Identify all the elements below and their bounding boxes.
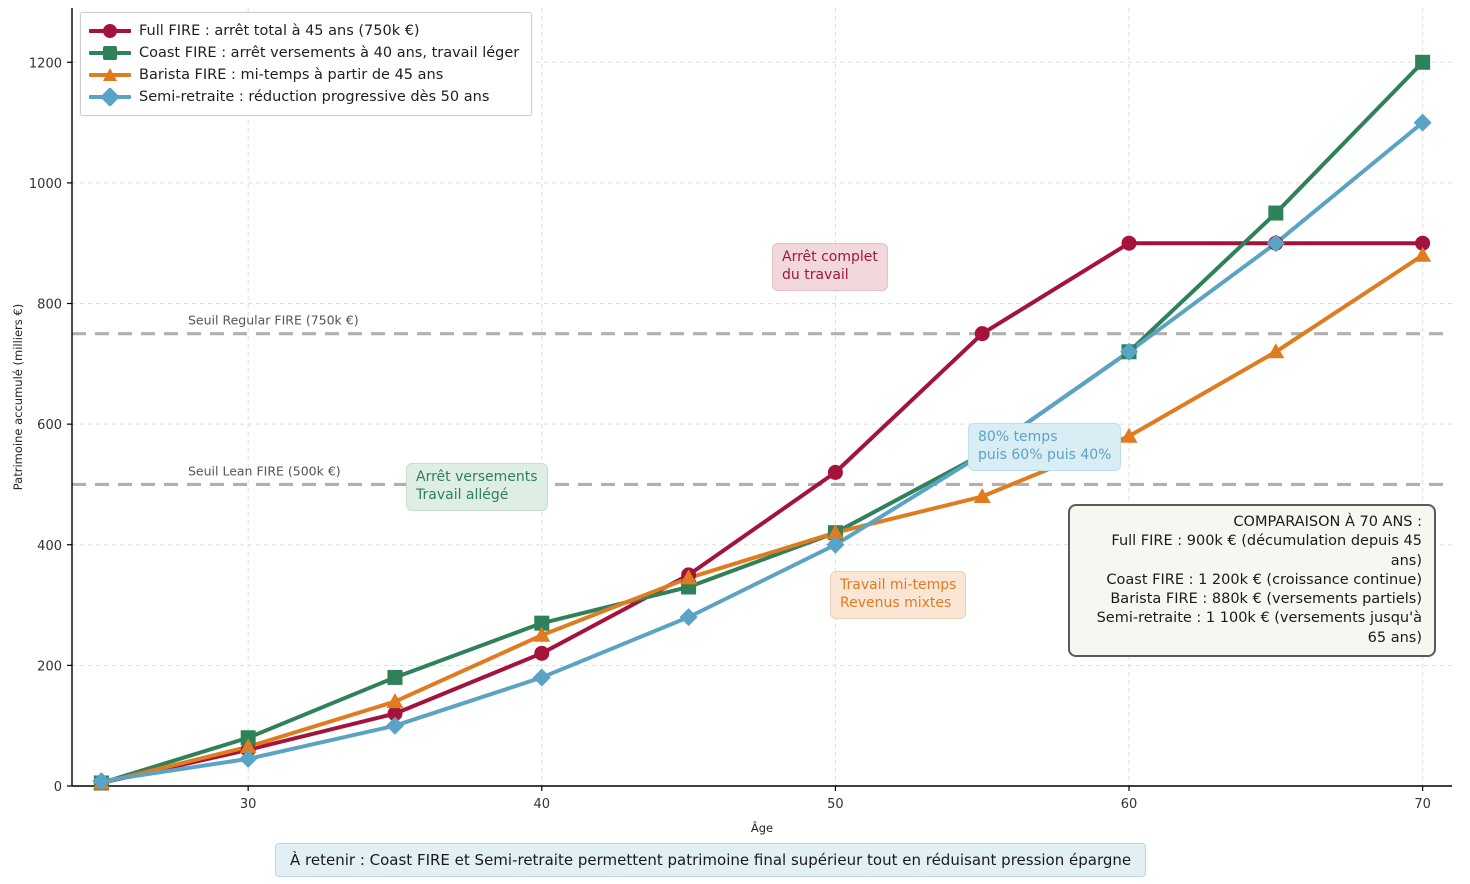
data-point-0-2 bbox=[387, 706, 403, 722]
data-point-3-9 bbox=[1413, 113, 1432, 132]
y-tick-label-0: 0 bbox=[54, 780, 62, 795]
x-tick-label-1: 40 bbox=[534, 797, 551, 812]
annotation-temps-partiel: 80% temps puis 60% puis 40% bbox=[968, 423, 1122, 471]
data-point-3-4 bbox=[679, 608, 698, 627]
series-line-3 bbox=[99, 120, 1425, 784]
data-point-2-3 bbox=[533, 626, 551, 642]
data-point-1-8 bbox=[1268, 205, 1284, 221]
data-point-1-3 bbox=[534, 615, 550, 631]
comparison-title: COMPARAISON À 70 ANS : bbox=[1233, 514, 1422, 530]
legend-label-full-fire: Full FIRE : arrêt total à 45 ans (750k €… bbox=[139, 23, 420, 39]
data-point-2-7 bbox=[1120, 427, 1138, 443]
data-point-3-3 bbox=[532, 668, 551, 687]
comparison-summary-box: COMPARAISON À 70 ANS : Full FIRE : 900k … bbox=[1068, 504, 1436, 657]
diamond-marker-icon bbox=[100, 87, 120, 107]
data-point-2-1 bbox=[239, 738, 257, 754]
comparison-line-full-fire: Full FIRE : 900k € (décumulation depuis … bbox=[1111, 533, 1422, 569]
x-tick-label-4: 70 bbox=[1414, 797, 1431, 812]
chart-legend[interactable]: Full FIRE : arrêt total à 45 ans (750k €… bbox=[80, 12, 533, 116]
y-tick-label-6: 1200 bbox=[29, 56, 62, 71]
x-tick-label-3: 60 bbox=[1121, 797, 1138, 812]
data-point-0-6 bbox=[974, 326, 990, 342]
annotation-arret-complet: Arrêt complet du travail bbox=[772, 243, 888, 291]
data-point-2-9 bbox=[1414, 246, 1432, 262]
comparison-line-barista-fire: Barista FIRE : 880k € (versements partie… bbox=[1110, 591, 1422, 608]
data-point-1-1 bbox=[240, 730, 256, 746]
data-point-3-8 bbox=[1266, 234, 1285, 253]
data-point-2-2 bbox=[386, 693, 404, 709]
chart-caption: À retenir : Coast FIRE et Semi-retraite … bbox=[275, 843, 1147, 877]
square-marker-icon bbox=[103, 46, 117, 60]
annotation-travail-mitemps: Travail mi-temps Revenus mixtes bbox=[830, 571, 967, 619]
x-tick-label-0: 30 bbox=[240, 797, 257, 812]
y-tick-label-1: 200 bbox=[37, 659, 62, 674]
series-line-1 bbox=[99, 60, 1425, 785]
threshold-label-0: Seuil Regular FIRE (750k €) bbox=[188, 313, 359, 328]
data-point-3-7 bbox=[1120, 342, 1139, 361]
x-axis-title: Âge bbox=[751, 820, 773, 835]
legend-item-full-fire[interactable]: Full FIRE : arrêt total à 45 ans (750k €… bbox=[89, 20, 519, 42]
data-point-1-9 bbox=[1415, 54, 1431, 70]
circle-marker-icon bbox=[103, 24, 117, 38]
y-axis-title: Patrimoine accumulé (milliers €) bbox=[11, 304, 25, 490]
data-point-2-4 bbox=[680, 569, 698, 585]
legend-label-semi-retraite: Semi-retraite : réduction progressive dè… bbox=[139, 89, 490, 105]
y-tick-label-3: 600 bbox=[37, 418, 62, 433]
legend-label-barista-fire: Barista FIRE : mi-temps à partir de 45 a… bbox=[139, 67, 444, 83]
legend-item-coast-fire[interactable]: Coast FIRE : arrêt versements à 40 ans, … bbox=[89, 42, 519, 64]
data-point-2-8 bbox=[1267, 343, 1285, 359]
data-point-2-5 bbox=[826, 524, 844, 540]
data-point-0-7 bbox=[1121, 235, 1137, 251]
y-tick-label-2: 400 bbox=[37, 539, 62, 554]
data-point-3-5 bbox=[826, 535, 845, 554]
annotation-arret-versements: Arrêt versements Travail allégé bbox=[406, 463, 548, 511]
legend-item-semi-retraite[interactable]: Semi-retraite : réduction progressive dè… bbox=[89, 86, 519, 108]
y-tick-label-5: 1000 bbox=[29, 177, 62, 192]
data-point-1-2 bbox=[387, 669, 403, 685]
comparison-line-coast-fire: Coast FIRE : 1 200k € (croissance contin… bbox=[1106, 571, 1422, 588]
legend-label-coast-fire: Coast FIRE : arrêt versements à 40 ans, … bbox=[139, 45, 520, 61]
data-point-0-3 bbox=[534, 645, 550, 661]
legend-swatch-semi-retraite bbox=[89, 87, 131, 107]
legend-swatch-full-fire bbox=[89, 21, 131, 41]
legend-item-barista-fire[interactable]: Barista FIRE : mi-temps à partir de 45 a… bbox=[89, 64, 519, 86]
data-point-0-9 bbox=[1415, 235, 1431, 251]
data-point-3-1 bbox=[239, 749, 258, 768]
data-point-0-5 bbox=[827, 464, 843, 480]
series-line-2 bbox=[99, 253, 1425, 785]
legend-swatch-coast-fire bbox=[89, 43, 131, 63]
data-point-3-0 bbox=[92, 772, 111, 791]
x-tick-label-2: 50 bbox=[827, 797, 844, 812]
y-tick-label-4: 800 bbox=[37, 298, 62, 313]
data-point-2-6 bbox=[973, 488, 991, 504]
legend-swatch-barista-fire bbox=[89, 65, 131, 85]
triangle-marker-icon bbox=[103, 68, 117, 81]
data-point-3-2 bbox=[385, 716, 404, 735]
threshold-label-1: Seuil Lean FIRE (500k €) bbox=[188, 463, 341, 478]
comparison-line-semi-retraite: Semi-retraite : 1 100k € (versements jus… bbox=[1096, 610, 1422, 646]
series-line-0 bbox=[99, 241, 1425, 785]
